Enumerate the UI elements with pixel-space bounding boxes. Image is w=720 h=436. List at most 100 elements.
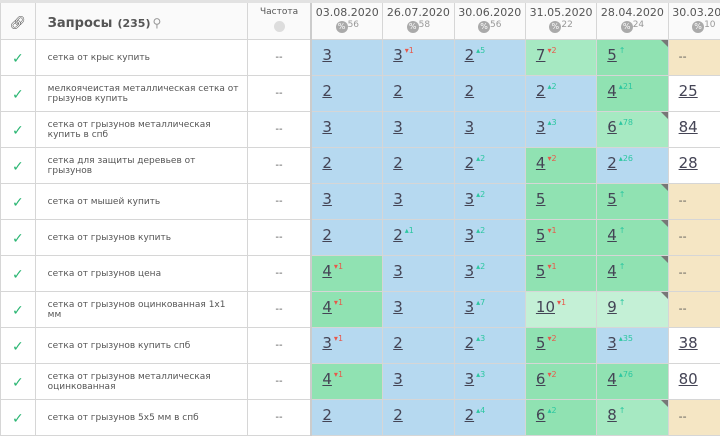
position-value[interactable]: 3: [322, 190, 332, 208]
position-cell[interactable]: 5: [525, 184, 596, 220]
row-check[interactable]: ✓: [1, 328, 36, 364]
position-cell[interactable]: 4▾2: [525, 148, 596, 184]
position-cell[interactable]: 3▴2: [454, 220, 525, 256]
position-cell[interactable]: 2: [311, 220, 382, 256]
position-cell[interactable]: 3: [311, 112, 382, 148]
position-value[interactable]: 2: [393, 226, 403, 244]
position-value[interactable]: 2: [393, 334, 403, 352]
position-value[interactable]: 3: [465, 118, 475, 136]
position-cell[interactable]: 4↑: [597, 220, 668, 256]
position-cell[interactable]: 3▾1: [311, 328, 382, 364]
position-value[interactable]: 3: [393, 190, 403, 208]
globe-icon[interactable]: [274, 21, 285, 32]
position-value[interactable]: 6: [607, 118, 617, 136]
position-value[interactable]: 3: [465, 190, 475, 208]
position-cell[interactable]: --: [668, 220, 720, 256]
position-cell[interactable]: 2▴1: [383, 220, 454, 256]
position-value[interactable]: 2: [465, 334, 475, 352]
position-cell[interactable]: 2▴26: [597, 148, 668, 184]
position-cell[interactable]: 2▴4: [454, 400, 525, 436]
position-value[interactable]: 5: [536, 190, 546, 208]
search-icon[interactable]: ⚲: [152, 16, 161, 30]
date-column-header[interactable]: 03.08.2020%56: [311, 2, 382, 40]
position-cell[interactable]: 2▴3: [454, 328, 525, 364]
position-value[interactable]: 2: [465, 82, 475, 100]
date-column-header[interactable]: 30.06.2020%56: [454, 2, 525, 40]
position-value[interactable]: 3: [465, 298, 475, 316]
position-value[interactable]: 3: [393, 46, 403, 64]
position-cell[interactable]: 4▾1: [311, 364, 382, 400]
position-value[interactable]: 6: [536, 406, 546, 424]
position-cell[interactable]: 3: [383, 256, 454, 292]
date-column-header[interactable]: 30.03.2020%10: [668, 2, 720, 40]
position-value[interactable]: 2: [465, 154, 475, 172]
position-value[interactable]: 3: [465, 226, 475, 244]
position-cell[interactable]: 2▴5: [454, 40, 525, 76]
position-cell[interactable]: 2: [383, 400, 454, 436]
position-cell[interactable]: 3: [383, 292, 454, 328]
position-value[interactable]: 4: [607, 370, 617, 388]
row-check[interactable]: ✓: [1, 220, 36, 256]
position-cell[interactable]: 28: [668, 148, 720, 184]
position-cell[interactable]: 10▾1: [525, 292, 596, 328]
position-value[interactable]: 7: [536, 46, 546, 64]
position-cell[interactable]: 3▴2: [454, 184, 525, 220]
position-value[interactable]: 3: [393, 118, 403, 136]
position-value[interactable]: 2: [322, 226, 332, 244]
position-cell[interactable]: 9↑: [597, 292, 668, 328]
row-check[interactable]: ✓: [1, 292, 36, 328]
position-value[interactable]: 2: [393, 82, 403, 100]
position-value[interactable]: 2: [393, 406, 403, 424]
position-cell[interactable]: 3▴35: [597, 328, 668, 364]
date-column-header[interactable]: 31.05.2020%22: [525, 2, 596, 40]
position-cell[interactable]: 3: [454, 112, 525, 148]
row-check[interactable]: ✓: [1, 256, 36, 292]
position-value[interactable]: 3: [465, 370, 475, 388]
position-value[interactable]: 5: [536, 262, 546, 280]
position-cell[interactable]: 4↑: [597, 256, 668, 292]
position-value[interactable]: 5: [536, 334, 546, 352]
position-value[interactable]: 3: [322, 118, 332, 136]
position-value[interactable]: 28: [679, 154, 698, 172]
date-column-header[interactable]: 26.07.2020%58: [383, 2, 454, 40]
position-cell[interactable]: 4▾1: [311, 292, 382, 328]
position-value[interactable]: 3: [322, 334, 332, 352]
row-check[interactable]: ✓: [1, 112, 36, 148]
row-check[interactable]: ✓: [1, 40, 36, 76]
row-check[interactable]: ✓: [1, 184, 36, 220]
position-cell[interactable]: 84: [668, 112, 720, 148]
position-value[interactable]: 10: [536, 298, 555, 316]
position-value[interactable]: 2: [607, 154, 617, 172]
position-cell[interactable]: 6▾2: [525, 364, 596, 400]
position-cell[interactable]: 3▴3: [525, 112, 596, 148]
position-cell[interactable]: 6▴2: [525, 400, 596, 436]
position-value[interactable]: 4: [607, 262, 617, 280]
position-value[interactable]: 3: [322, 46, 332, 64]
position-value[interactable]: 2: [322, 154, 332, 172]
date-column-header[interactable]: 28.04.2020%24: [597, 2, 668, 40]
position-value[interactable]: 3: [393, 298, 403, 316]
position-cell[interactable]: 2: [311, 76, 382, 112]
position-value[interactable]: 2: [322, 82, 332, 100]
position-value[interactable]: 5: [607, 46, 617, 64]
position-cell[interactable]: 5↑: [597, 40, 668, 76]
position-cell[interactable]: 4▴76: [597, 364, 668, 400]
link-column-header[interactable]: 🔗︎: [1, 2, 36, 40]
position-cell[interactable]: --: [668, 184, 720, 220]
position-cell[interactable]: 4▴21: [597, 76, 668, 112]
position-value[interactable]: 3: [536, 118, 546, 136]
position-cell[interactable]: 2: [383, 76, 454, 112]
position-value[interactable]: 9: [607, 298, 617, 316]
position-cell[interactable]: 38: [668, 328, 720, 364]
position-cell[interactable]: 3: [311, 40, 382, 76]
row-check[interactable]: ✓: [1, 76, 36, 112]
position-value[interactable]: 4: [322, 262, 332, 280]
position-cell[interactable]: 2: [454, 76, 525, 112]
position-value[interactable]: 80: [679, 370, 698, 388]
row-check[interactable]: ✓: [1, 364, 36, 400]
position-cell[interactable]: 8↑: [597, 400, 668, 436]
position-cell[interactable]: --: [668, 400, 720, 436]
position-value[interactable]: 2: [465, 46, 475, 64]
position-value[interactable]: 38: [679, 334, 698, 352]
position-value[interactable]: 2: [322, 406, 332, 424]
